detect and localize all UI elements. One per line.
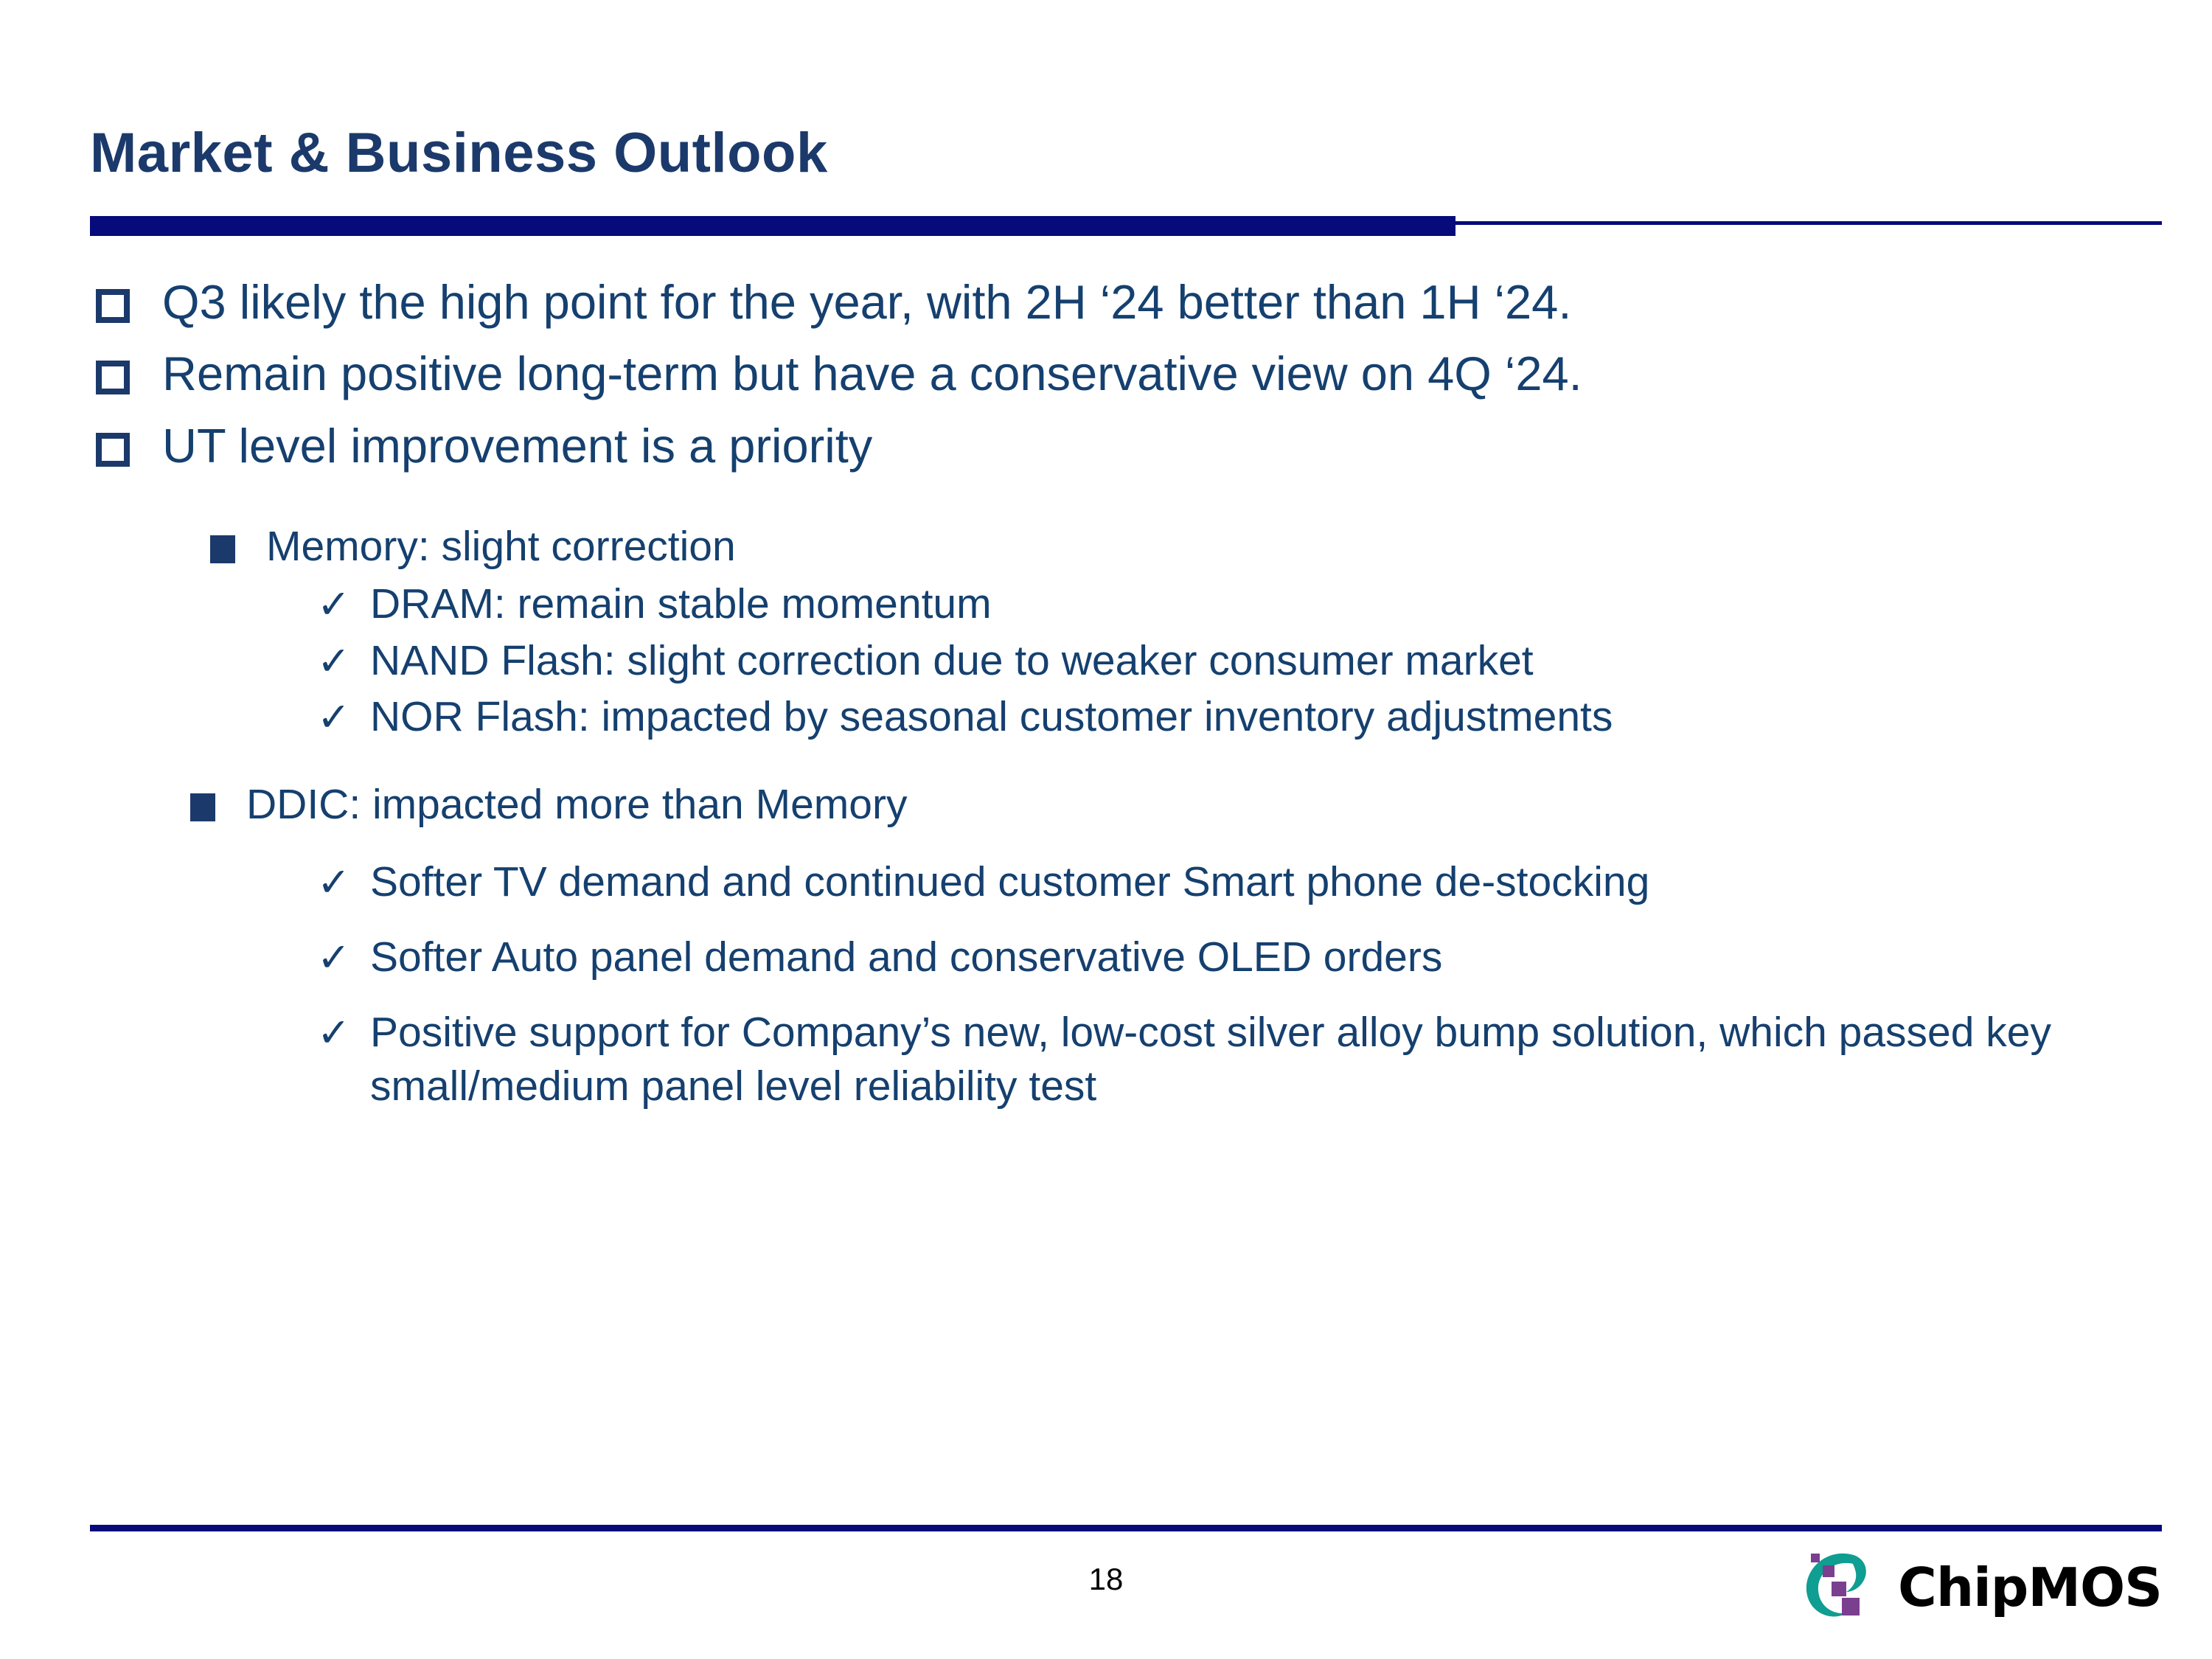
list-item-label: Positive support for Company’s new, low-… <box>370 1009 2051 1110</box>
spacer <box>0 911 2212 931</box>
list-item-label: DRAM: remain stable momentum <box>370 580 992 628</box>
hollow-square-bullet-icon <box>96 289 130 323</box>
list-item-label: DDIC: impacted more than Memory <box>246 781 908 829</box>
page-number: 18 <box>1088 1562 1124 1596</box>
list-item: DDIC: impacted more than Memory <box>0 779 2212 831</box>
list-item: ✓ Positive support for Company’s new, lo… <box>0 1006 2212 1113</box>
title-block: Market & Business Outlook <box>90 125 2160 221</box>
spacer <box>0 488 2212 521</box>
hollow-square-bullet-icon <box>96 432 130 467</box>
filled-square-bullet-icon <box>210 535 235 563</box>
filled-square-bullet-icon <box>190 793 215 822</box>
list-item-label: Softer TV demand and continued customer … <box>370 858 1650 905</box>
check-bullet-icon: ✓ <box>317 1011 351 1056</box>
list-item-label: Remain positive long-term but have a con… <box>162 347 1582 401</box>
list-item-label: Q3 likely the high point for the year, w… <box>162 275 1572 329</box>
list-item: ✓ DRAM: remain stable momentum <box>0 577 2212 630</box>
chipmos-logo: ChipMOS <box>1799 1541 2163 1633</box>
chipmos-logo-mark-icon <box>1799 1545 1888 1630</box>
list-item-label: Softer Auto panel demand and conservativ… <box>370 933 1443 981</box>
footer-divider <box>90 1525 2162 1531</box>
list-item-label: NAND Flash: slight correction due to wea… <box>370 636 1534 684</box>
spacer <box>0 836 2212 855</box>
check-bullet-icon: ✓ <box>317 695 351 740</box>
check-bullet-icon: ✓ <box>317 582 351 627</box>
hollow-square-bullet-icon <box>96 361 130 395</box>
list-item-label: NOR Flash: impacted by seasonal customer… <box>370 692 1613 740</box>
list-item: ✓ NOR Flash: impacted by seasonal custom… <box>0 690 2212 743</box>
list-item-label: Memory: slight correction <box>266 522 736 570</box>
bullet-list: Q3 likely the high point for the year, w… <box>0 273 2212 1116</box>
spacer <box>0 987 2212 1006</box>
list-item: Remain positive long-term but have a con… <box>0 344 2212 403</box>
list-item: Q3 likely the high point for the year, w… <box>0 273 2212 331</box>
spacer <box>0 746 2212 779</box>
title-divider-thick <box>90 216 1455 236</box>
list-item: ✓ NAND Flash: slight correction due to w… <box>0 634 2212 687</box>
list-item: ✓ Softer Auto panel demand and conservat… <box>0 931 2212 984</box>
list-item-label: UT level improvement is a priority <box>162 418 873 473</box>
list-item: UT level improvement is a priority <box>0 417 2212 475</box>
check-bullet-icon: ✓ <box>317 860 351 905</box>
page-title: Market & Business Outlook <box>90 122 828 184</box>
check-bullet-icon: ✓ <box>317 935 351 980</box>
list-item: Memory: slight correction <box>0 521 2212 573</box>
check-bullet-icon: ✓ <box>317 639 351 684</box>
list-item: ✓ Softer TV demand and continued custome… <box>0 855 2212 908</box>
chipmos-wordmark: ChipMOS <box>1898 1556 2163 1618</box>
